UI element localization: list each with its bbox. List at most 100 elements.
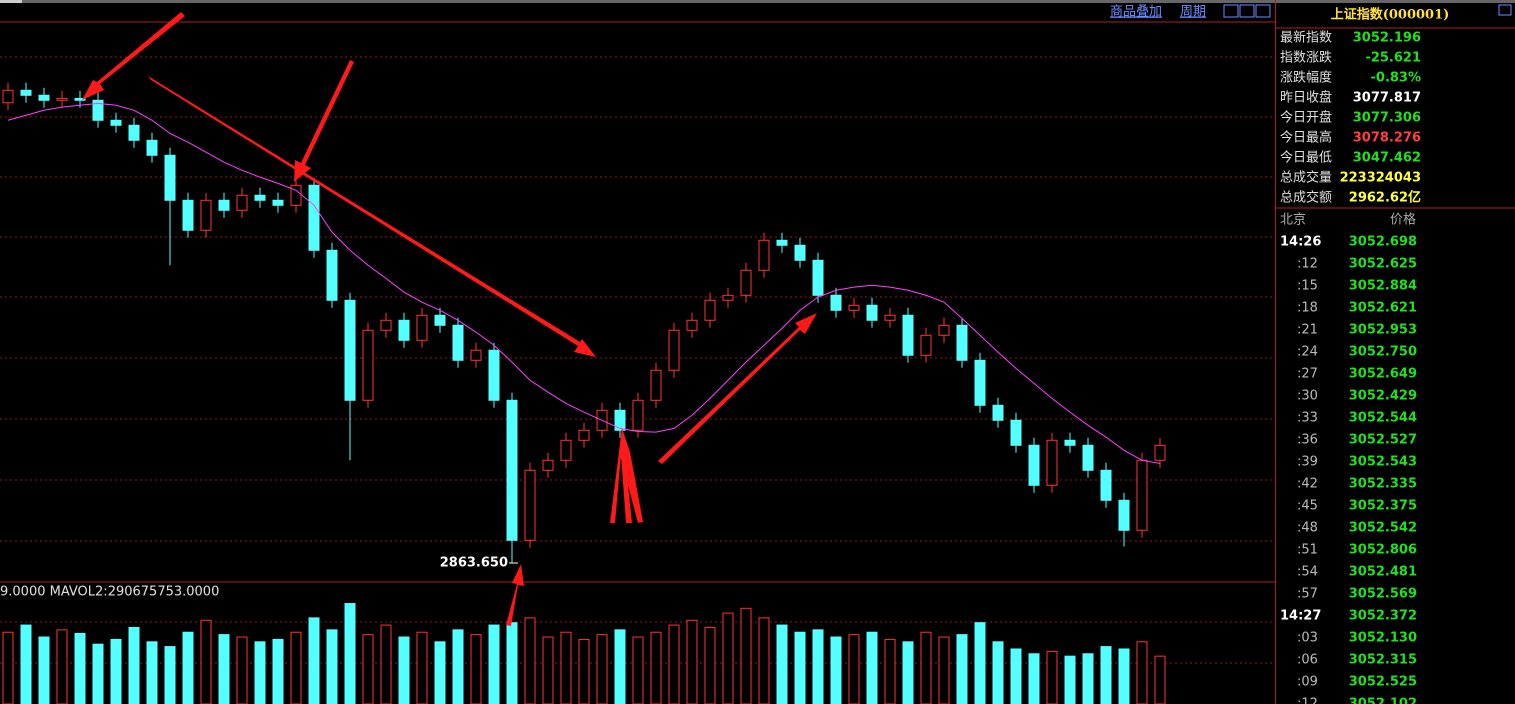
- volume-bar: [308, 617, 320, 704]
- candle-body: [650, 369, 662, 401]
- volume-bar: [794, 631, 806, 704]
- overlay-link[interactable]: 商品叠加: [1110, 5, 1162, 20]
- volume-bar: [272, 638, 284, 704]
- volume-bar: [1010, 648, 1022, 704]
- volume-bar: [920, 631, 932, 704]
- volume-bar: [290, 631, 302, 704]
- volume-bar: [1046, 650, 1058, 704]
- quote-label: 总成交量: [1280, 170, 1332, 186]
- candle-body: [1100, 469, 1112, 501]
- candle-body: [1082, 444, 1094, 471]
- candle-body: [326, 249, 338, 301]
- volume-bar: [344, 603, 356, 704]
- volume-bar: [164, 646, 176, 704]
- tick-time: :42: [1297, 477, 1318, 492]
- candle-body: [56, 97, 68, 101]
- candle-body: [218, 199, 230, 211]
- tick-time: :12: [1297, 257, 1318, 272]
- tick-time: :06: [1297, 653, 1318, 668]
- volume-bar: [362, 634, 374, 704]
- candle-body: [236, 194, 248, 211]
- candle-body: [38, 94, 50, 101]
- volume-bar: [1082, 653, 1094, 704]
- quote-label: 今日开盘: [1280, 110, 1332, 126]
- quote-value: 3078.276: [1353, 131, 1421, 146]
- tick-price: 3052.543: [1349, 455, 1417, 470]
- nav-right[interactable]: [1239, 4, 1255, 18]
- volume-bar: [974, 622, 986, 704]
- tick-time: :33: [1297, 411, 1318, 426]
- tick-time: 14:27: [1280, 609, 1321, 624]
- ma-line: [7, 102, 1161, 464]
- volume-bar: [254, 641, 266, 704]
- candle-body: [578, 429, 590, 441]
- volume-bar: [650, 631, 662, 704]
- quote-value: 223324043: [1340, 171, 1421, 186]
- quote-value: 3052.196: [1353, 31, 1421, 46]
- candle-body: [848, 304, 860, 311]
- candle-body: [1136, 459, 1148, 531]
- quote-value: 3077.306: [1353, 111, 1421, 126]
- arrow: [620, 428, 643, 523]
- tick-time: :03: [1297, 631, 1318, 646]
- candle-body: [722, 294, 734, 301]
- volume-bar: [722, 612, 734, 704]
- tick-price: 3052.429: [1349, 389, 1417, 404]
- candle-body: [524, 469, 536, 541]
- nav-buttons[interactable]: [1223, 4, 1271, 18]
- candle-body: [470, 349, 482, 361]
- candle-body: [290, 184, 302, 206]
- volume-bar: [326, 629, 338, 704]
- volume-bar: [74, 632, 86, 704]
- volume-bar: [1100, 646, 1112, 704]
- candle-body: [542, 459, 554, 471]
- candle-body: [668, 329, 680, 371]
- nav-left[interactable]: [1223, 4, 1239, 18]
- quote-value: -0.83%: [1371, 71, 1422, 86]
- volume-bar: [110, 638, 122, 704]
- candle-body: [506, 399, 518, 541]
- tick-price: 3052.315: [1349, 653, 1417, 668]
- quote-label: 最新指数: [1280, 30, 1332, 46]
- volume-bar: [434, 641, 446, 704]
- candle-body: [974, 359, 986, 406]
- volume-bar: [146, 641, 158, 704]
- nav-zoom[interactable]: [1255, 4, 1271, 18]
- ticks-header-price: 价格: [1390, 212, 1416, 228]
- candle-body: [830, 294, 842, 311]
- volume-bar: [20, 624, 32, 704]
- tick-time: :09: [1297, 675, 1318, 690]
- quote-value: 3077.817: [1353, 91, 1421, 106]
- tick-price: 3052.621: [1349, 301, 1417, 316]
- volume-bar: [506, 622, 518, 704]
- candle-body: [254, 194, 266, 201]
- tick-price: 3052.884: [1349, 279, 1417, 294]
- volume-bar: [200, 619, 212, 704]
- volume-bar: [38, 636, 50, 704]
- volume-bar: [560, 631, 572, 704]
- candle-body: [398, 319, 410, 341]
- candle-body: [2, 89, 14, 104]
- volume-bar: [830, 636, 842, 704]
- tick-price: 3052.542: [1349, 521, 1417, 536]
- quote-value: 3047.462: [1353, 151, 1421, 166]
- tick-price: 3052.130: [1349, 631, 1417, 646]
- volume-bar: [470, 634, 482, 704]
- period-link[interactable]: 周期: [1180, 5, 1206, 20]
- volume-bar: [398, 636, 410, 704]
- volume-bar: [956, 634, 968, 704]
- panel-toggle[interactable]: [1498, 4, 1512, 16]
- tick-price: 3052.375: [1349, 499, 1417, 514]
- volume-bar: [704, 626, 716, 704]
- volume-bar: [452, 629, 464, 704]
- tick-price: 3052.649: [1349, 367, 1417, 382]
- arrow: [658, 313, 817, 464]
- tick-price: 3052.481: [1349, 565, 1417, 580]
- volume-bar: [524, 617, 536, 704]
- candle-body: [920, 334, 932, 356]
- volume-bar: [92, 643, 104, 704]
- volume-bar: [758, 617, 770, 704]
- volume-bar: [1136, 641, 1148, 704]
- volume-bar: [1064, 655, 1076, 704]
